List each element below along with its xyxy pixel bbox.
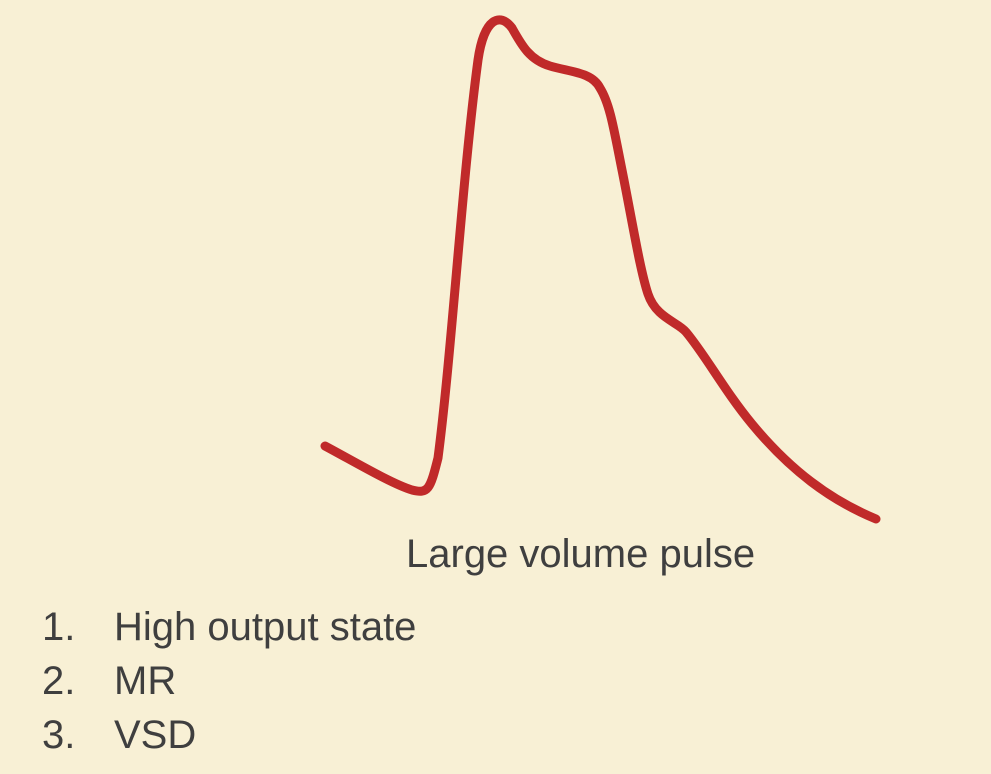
list-label: MR <box>114 659 177 703</box>
list-item: 2. MR <box>42 654 416 708</box>
list-label: High output state <box>114 605 417 649</box>
list-number: 2. <box>42 659 76 703</box>
list-label: VSD <box>114 713 197 757</box>
waveform-curve <box>320 15 881 524</box>
cause-list: 1. High output state 2. MR 3. VSD <box>42 600 416 762</box>
list-number: 1. <box>42 605 76 649</box>
list-number: 3. <box>42 713 76 757</box>
list-item: 3. VSD <box>42 708 416 762</box>
list-item: 1. High output state <box>42 600 416 654</box>
waveform-caption: Large volume pulse <box>406 532 756 576</box>
